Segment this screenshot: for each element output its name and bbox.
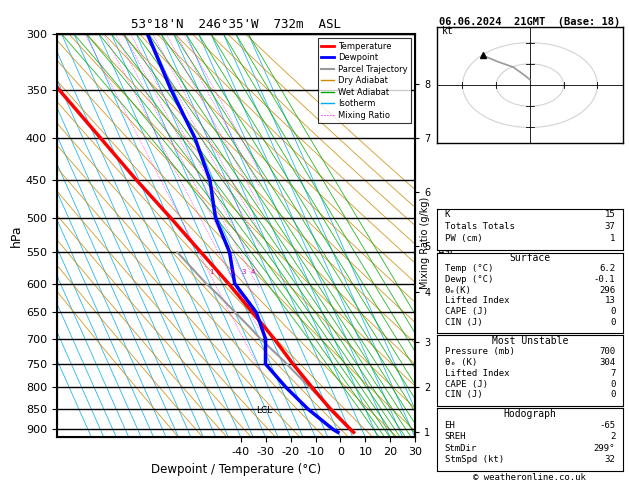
Text: © weatheronline.co.uk: © weatheronline.co.uk — [474, 473, 586, 482]
Text: K: K — [445, 210, 450, 219]
Text: Lifted Index: Lifted Index — [445, 296, 509, 305]
Text: 4: 4 — [251, 269, 255, 276]
Text: LCL: LCL — [256, 406, 272, 415]
Text: SREH: SREH — [445, 433, 466, 441]
Title: 53°18'N  246°35'W  732m  ASL: 53°18'N 246°35'W 732m ASL — [131, 18, 341, 32]
Text: 6.2: 6.2 — [599, 264, 615, 273]
Text: Surface: Surface — [509, 253, 550, 263]
Text: 37: 37 — [604, 222, 615, 231]
Text: 13: 13 — [604, 296, 615, 305]
Text: Temp (°C): Temp (°C) — [445, 264, 493, 273]
Text: 700: 700 — [599, 347, 615, 356]
Text: 1: 1 — [209, 269, 214, 276]
Text: StmSpd (kt): StmSpd (kt) — [445, 455, 504, 465]
Text: CAPE (J): CAPE (J) — [445, 307, 487, 316]
Text: 0: 0 — [610, 318, 615, 327]
Text: θₑ (K): θₑ (K) — [445, 358, 477, 367]
Text: 0: 0 — [610, 380, 615, 389]
Text: 2: 2 — [610, 433, 615, 441]
Text: 7: 7 — [610, 369, 615, 378]
Text: Most Unstable: Most Unstable — [492, 336, 568, 346]
Text: Pressure (mb): Pressure (mb) — [445, 347, 515, 356]
Text: CAPE (J): CAPE (J) — [445, 380, 487, 389]
Text: 299°: 299° — [594, 444, 615, 453]
Text: kt: kt — [442, 26, 454, 36]
Text: StmDir: StmDir — [445, 444, 477, 453]
Text: 2: 2 — [230, 269, 234, 276]
Text: -65: -65 — [599, 421, 615, 430]
Text: CIN (J): CIN (J) — [445, 318, 482, 327]
Text: θₑ(K): θₑ(K) — [445, 286, 472, 295]
Y-axis label: hPa: hPa — [10, 225, 23, 247]
Text: Mixing Ratio (g/kg): Mixing Ratio (g/kg) — [420, 197, 430, 289]
Text: 06.06.2024  21GMT  (Base: 18): 06.06.2024 21GMT (Base: 18) — [439, 17, 621, 27]
Text: -0.1: -0.1 — [594, 275, 615, 284]
Text: 1: 1 — [610, 234, 615, 243]
Text: PW (cm): PW (cm) — [445, 234, 482, 243]
Legend: Temperature, Dewpoint, Parcel Trajectory, Dry Adiabat, Wet Adiabat, Isotherm, Mi: Temperature, Dewpoint, Parcel Trajectory… — [318, 38, 411, 123]
Text: 0: 0 — [610, 307, 615, 316]
Y-axis label: km
ASL: km ASL — [438, 236, 456, 257]
Text: Dewp (°C): Dewp (°C) — [445, 275, 493, 284]
X-axis label: Dewpoint / Temperature (°C): Dewpoint / Temperature (°C) — [151, 463, 321, 476]
Text: 0: 0 — [610, 390, 615, 399]
Text: EH: EH — [445, 421, 455, 430]
Text: 15: 15 — [604, 210, 615, 219]
Text: 296: 296 — [599, 286, 615, 295]
Text: CIN (J): CIN (J) — [445, 390, 482, 399]
Text: 32: 32 — [604, 455, 615, 465]
Text: Totals Totals: Totals Totals — [445, 222, 515, 231]
Text: Hodograph: Hodograph — [503, 409, 557, 419]
Text: Lifted Index: Lifted Index — [445, 369, 509, 378]
Text: 304: 304 — [599, 358, 615, 367]
Text: 3: 3 — [242, 269, 247, 276]
